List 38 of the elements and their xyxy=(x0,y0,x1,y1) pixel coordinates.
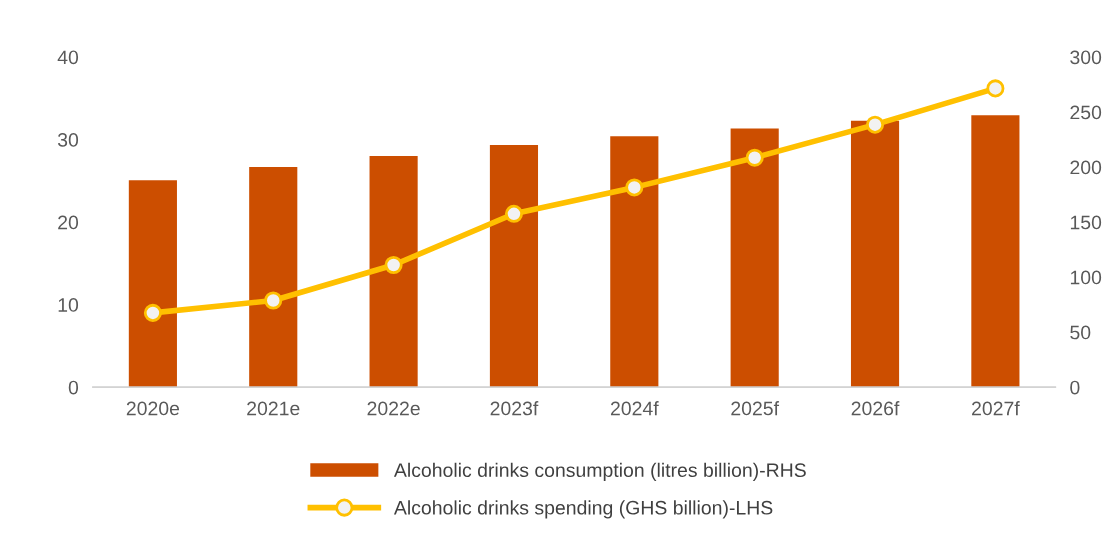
y2-tick-label: 150 xyxy=(1070,215,1102,230)
x-tick-label: 2025f xyxy=(731,401,780,416)
point xyxy=(866,115,885,134)
y-tick-label: 20 xyxy=(58,215,79,230)
point xyxy=(264,291,283,310)
bar xyxy=(369,156,418,388)
y-tick-label: 0 xyxy=(68,380,79,395)
y2-tick-label: 250 xyxy=(1070,105,1102,120)
x-tick-label: 2020e xyxy=(126,401,180,416)
x-tick-label: 2023f xyxy=(490,401,539,416)
point xyxy=(504,204,523,223)
bar xyxy=(850,120,900,388)
bar xyxy=(128,180,177,388)
bar xyxy=(730,128,779,388)
bar xyxy=(610,136,659,388)
point xyxy=(625,178,644,197)
legend-label: Alcoholic drinks spending (GHS billion)-LHS xyxy=(393,500,773,519)
bar xyxy=(249,167,298,388)
bar xyxy=(489,145,539,388)
point xyxy=(986,79,1005,98)
point xyxy=(384,255,403,275)
point xyxy=(745,148,764,167)
y2-tick-label: 200 xyxy=(1070,160,1102,175)
x-tick-label: 2021e xyxy=(247,401,300,416)
x-tick-label: 2027f xyxy=(972,401,1020,416)
y2-tick-label: 50 xyxy=(1070,325,1091,340)
x-tick-label: 2026f xyxy=(851,401,900,416)
point xyxy=(143,303,162,322)
x-tick-label: 2024f xyxy=(610,401,659,416)
y-tick-label: 30 xyxy=(57,133,79,147)
bar xyxy=(971,115,1020,388)
legend-label: Alcoholic drinks consumption (litres billion)-RHS xyxy=(393,462,806,481)
y2-tick-label: 300 xyxy=(1070,50,1102,65)
x-tick-label: 2022e xyxy=(367,401,420,416)
y2-tick-label: 100 xyxy=(1070,270,1102,285)
y2-tick-label: 0 xyxy=(1070,380,1080,395)
y-tick-label: 40 xyxy=(57,50,79,65)
y-tick-label: 10 xyxy=(58,298,79,312)
